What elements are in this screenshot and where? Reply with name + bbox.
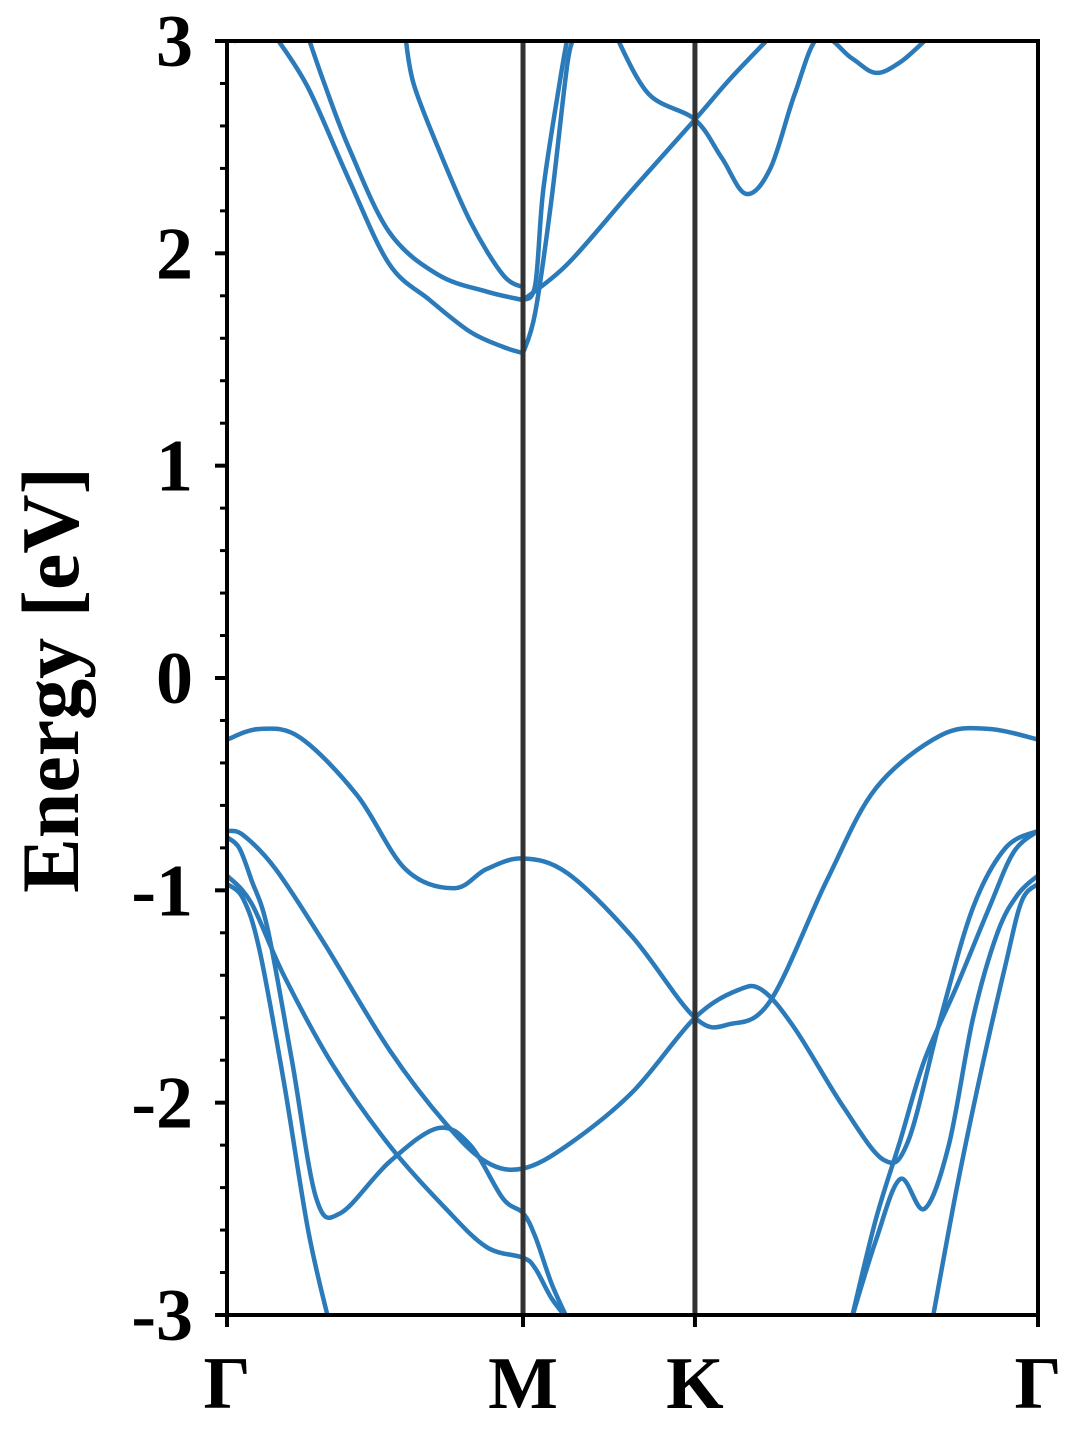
band-line <box>615 41 927 197</box>
band-line <box>227 881 330 1315</box>
y-axis-label: Energy [eV] <box>5 467 96 893</box>
high-symmetry-dividers <box>520 41 698 1315</box>
band-line <box>850 873 1038 1315</box>
band-line <box>403 41 526 290</box>
y-tick-label: -1 <box>131 850 193 932</box>
band-line <box>307 41 526 303</box>
band-line <box>227 835 569 1315</box>
x-tick-label: Γ <box>1014 1343 1061 1425</box>
y-tick-label: 1 <box>156 426 193 508</box>
band-line <box>227 873 568 1315</box>
band-line <box>931 881 1038 1315</box>
band-line <box>520 41 576 356</box>
y-tick-labels: 3 2 1 0 -1 -2 -3 <box>131 1 193 1357</box>
band-line <box>850 828 1038 1315</box>
y-tick-label: -2 <box>131 1063 193 1145</box>
x-tick-label: K <box>666 1343 724 1425</box>
y-tick-label: 2 <box>156 213 193 295</box>
y-tick-label: -3 <box>131 1275 193 1357</box>
band-line <box>227 828 1038 1172</box>
plot-frame <box>225 39 1040 1317</box>
band-line <box>520 41 770 303</box>
x-tick-label: M <box>488 1343 558 1425</box>
band-line <box>275 41 526 356</box>
bands <box>227 41 1038 1315</box>
band-line <box>227 725 1038 1030</box>
x-tick-label: Γ <box>203 1343 250 1425</box>
y-tick-label: 0 <box>156 638 193 720</box>
y-tick-label: 3 <box>156 1 193 83</box>
